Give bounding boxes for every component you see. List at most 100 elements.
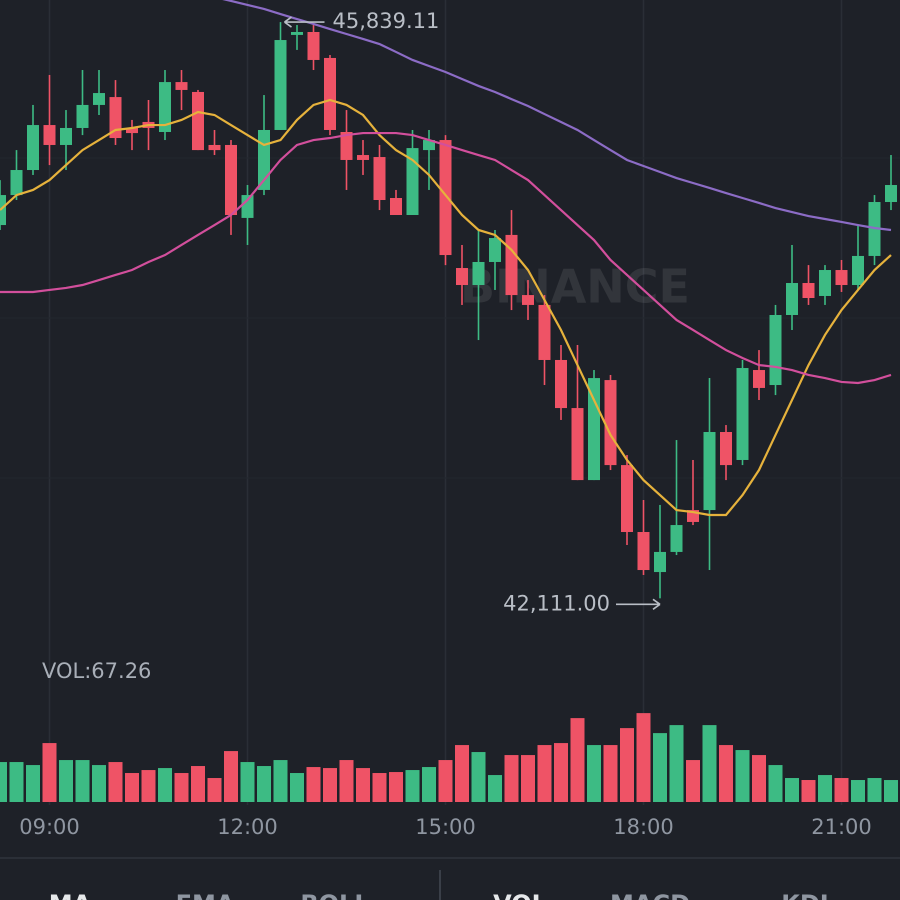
x-tick-label: 09:00 (19, 815, 80, 839)
volume-pane (0, 713, 898, 802)
moving-average-line (0, 131, 892, 385)
candle-body (43, 125, 56, 145)
volume-bar (339, 760, 354, 802)
volume-bar (0, 762, 7, 802)
candle-body (0, 195, 6, 226)
candle-body (687, 510, 699, 522)
volume-bar (372, 773, 387, 802)
candle-body (786, 283, 798, 315)
volume-bar (356, 768, 370, 802)
candle-body (670, 525, 683, 552)
high-marker-label: 45,839.11 (333, 9, 440, 33)
candle-body (802, 283, 815, 298)
candle-body (93, 93, 105, 105)
volume-bar (224, 751, 238, 802)
volume-bar (867, 778, 882, 802)
candle-body (835, 270, 848, 286)
candle-body (571, 408, 584, 481)
candle-body (390, 197, 402, 215)
candle-body (373, 157, 386, 201)
volume-bar (488, 775, 502, 802)
moving-average-line (0, 98, 892, 517)
candle-body (769, 315, 782, 386)
volume-bar (290, 773, 304, 802)
low-marker-label: 42,111.00 (503, 591, 610, 615)
high-marker-arrow (284, 16, 325, 28)
candle-body (423, 140, 435, 151)
candle-body (324, 57, 336, 130)
volume-bar (273, 760, 288, 802)
low-marker-arrow (616, 598, 661, 610)
candle-body (819, 270, 831, 296)
volume-bar (405, 770, 420, 802)
x-tick-label: 21:00 (811, 815, 872, 839)
candle-body (60, 127, 72, 145)
candle-body (175, 82, 188, 90)
volume-bar (455, 745, 469, 802)
candle-body (192, 91, 204, 151)
indicator-tab[interactable]: VOL (493, 890, 547, 900)
x-tick-label: 18:00 (613, 815, 674, 839)
volume-bar (537, 745, 552, 802)
volume-bar (306, 767, 321, 802)
candle-body (274, 40, 287, 130)
candle-body (852, 255, 864, 286)
volume-bar (59, 760, 73, 802)
volume-bar (554, 743, 568, 802)
candle-body (555, 359, 567, 409)
volume-bar (851, 780, 865, 802)
candle-body (307, 31, 320, 60)
volume-bar (669, 725, 684, 802)
candle-body (522, 295, 534, 305)
volume-bar (75, 760, 90, 802)
volume-bar (323, 768, 337, 802)
indicator-tabs: MA EMA BOLL VOL MACD KDJ (49, 890, 829, 900)
volume-bar (141, 770, 156, 802)
volume-bar (834, 778, 849, 802)
candle-body (654, 551, 666, 573)
volume-bar (587, 745, 601, 802)
volume-bar (785, 778, 799, 802)
volume-bar (42, 743, 57, 802)
candle-body (621, 465, 633, 533)
x-tick-label: 12:00 (217, 815, 278, 839)
candle-body (604, 380, 617, 466)
indicator-tab[interactable]: BOLL (300, 890, 369, 900)
volume-bar (702, 725, 717, 802)
indicator-tab[interactable]: MA (49, 890, 92, 900)
volume-bar (719, 745, 733, 802)
volume-label: VOL:67.26 (42, 659, 151, 683)
volume-bar (686, 760, 700, 802)
volume-bar (92, 765, 106, 802)
volume-bar (108, 762, 123, 802)
candle-body (637, 532, 650, 571)
candle-body (703, 432, 716, 511)
candle-body (439, 140, 452, 256)
candle-body (472, 261, 485, 286)
candle-body (27, 125, 39, 171)
volume-bar (9, 762, 24, 802)
volume-bar (207, 778, 222, 802)
time-axis: 09:00 12:00 15:00 18:00 21:00 (19, 815, 872, 839)
watermark: BINANCE (460, 260, 690, 314)
moving-average-line (222, 0, 892, 232)
volume-bar (603, 745, 618, 802)
candle-body (208, 144, 221, 151)
volume-bar (174, 773, 189, 802)
x-tick-label: 15:00 (415, 815, 476, 839)
candle-body (588, 378, 600, 481)
volume-bar (438, 760, 453, 802)
indicator-tab[interactable]: MACD (610, 890, 690, 900)
indicator-tab[interactable]: EMA (176, 890, 235, 900)
indicator-tab[interactable]: KDJ (781, 890, 828, 900)
candle-body (456, 268, 468, 286)
candle-body (736, 368, 749, 460)
volume-bar (653, 733, 667, 802)
volume-bar (389, 772, 403, 802)
volume-bar (125, 773, 139, 802)
volume-bar (158, 768, 172, 802)
volume-bar (884, 780, 898, 802)
volume-bar (768, 765, 783, 802)
